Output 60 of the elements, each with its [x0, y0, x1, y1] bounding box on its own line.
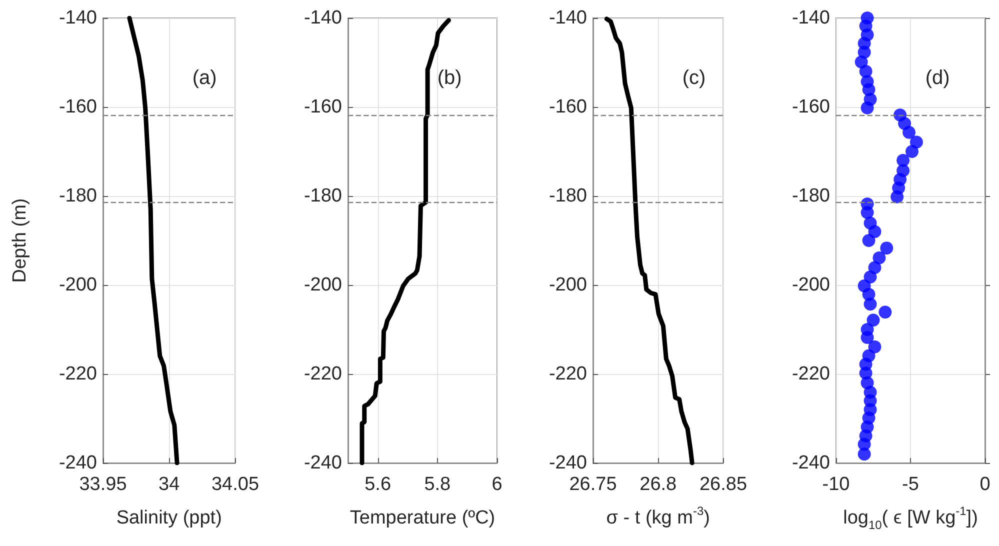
- y-axis-title: Depth (m): [10, 198, 30, 283]
- point: [902, 126, 916, 139]
- line-series: [127, 16, 180, 466]
- y-tick-label: -200: [548, 274, 587, 296]
- x-axis-title: Temperature (ºC): [350, 508, 496, 528]
- point: [878, 306, 892, 319]
- point: [858, 448, 871, 461]
- x-tick-label: 6: [492, 474, 502, 495]
- x-tick-label: 34.05: [211, 474, 259, 495]
- y-tick-label: -240: [792, 452, 830, 474]
- y-tick-label: -180: [58, 186, 97, 206]
- y-tick-label: -240: [58, 452, 97, 474]
- x-tick-label: 33.95: [79, 474, 127, 495]
- x-axis-title: Salinity (ppt): [116, 508, 222, 528]
- point: [864, 298, 877, 311]
- x-tick-label: 26.75: [569, 474, 617, 495]
- annotation: (b): [437, 67, 462, 89]
- y-tick-label: -140: [792, 8, 830, 28]
- x-tick-label: 26.85: [699, 474, 747, 495]
- x-tick-label: -10: [822, 474, 850, 495]
- annotation: (a): [192, 67, 217, 89]
- point: [890, 190, 904, 204]
- y-tick-label: -160: [548, 96, 587, 118]
- annotation: (c): [682, 67, 706, 89]
- point: [862, 234, 876, 247]
- point: [868, 340, 882, 354]
- y-tick-label: -140: [304, 8, 342, 28]
- y-tick-label: -220: [304, 364, 342, 384]
- x-tick-label: 34: [158, 474, 180, 495]
- point: [860, 206, 874, 219]
- annotation: (d): [925, 67, 950, 89]
- point: [868, 225, 882, 238]
- y-tick-label: -140: [548, 8, 587, 28]
- y-tick-label: -240: [304, 452, 342, 474]
- x-tick-label: 5.6: [364, 474, 392, 495]
- y-tick-label: -220: [548, 364, 587, 384]
- y-tick-label: -220: [58, 364, 97, 384]
- y-tick-label: -200: [304, 274, 342, 296]
- x-tick-label: 0: [980, 474, 990, 495]
- point: [872, 251, 886, 264]
- x-tick-label: 26.8: [640, 474, 677, 495]
- point: [880, 242, 894, 255]
- point: [864, 270, 877, 284]
- point: [906, 145, 918, 158]
- y-tick-label: -240: [548, 452, 587, 474]
- y-tick-label: -180: [304, 186, 342, 206]
- y-tick-label: -160: [58, 96, 97, 118]
- y-tick-label: -200: [58, 274, 97, 296]
- y-tick-label: -160: [304, 96, 342, 118]
- point: [866, 314, 880, 327]
- y-tick-label: -140: [58, 8, 97, 28]
- x-tick-label: 5.8: [424, 474, 451, 495]
- y-tick-label: -160: [792, 96, 830, 118]
- y-tick-label: -220: [792, 364, 830, 384]
- y-tick-label: -180: [792, 186, 830, 206]
- x-tick-label: -5: [902, 474, 919, 495]
- point: [860, 101, 874, 114]
- y-tick-label: -200: [792, 274, 830, 296]
- point: [860, 331, 874, 344]
- y-tick-label: -180: [548, 186, 587, 206]
